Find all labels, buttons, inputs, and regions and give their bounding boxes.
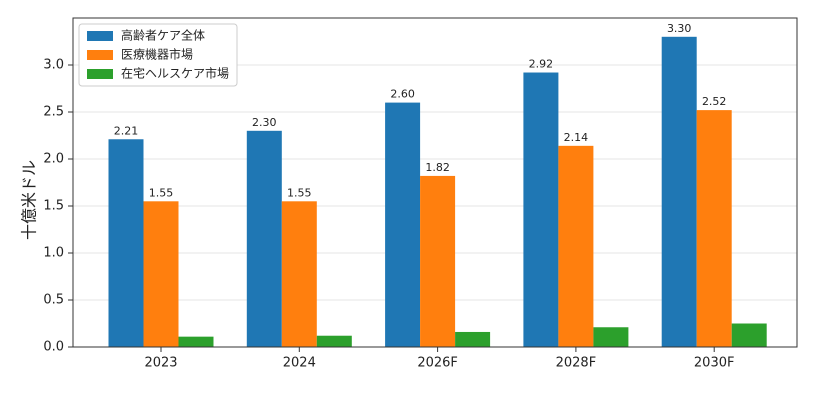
value-label: 2.14 xyxy=(564,131,589,144)
y-tick-label: 3.0 xyxy=(43,58,64,73)
legend-label: 医療機器市場 xyxy=(121,47,193,62)
bar xyxy=(731,323,767,347)
legend-box xyxy=(78,23,238,87)
bar xyxy=(523,72,559,348)
bar xyxy=(558,145,594,347)
x-tick-label: 2026F xyxy=(417,356,458,371)
bar xyxy=(455,331,491,347)
value-label: 2.52 xyxy=(702,95,727,108)
bar xyxy=(593,327,629,347)
x-tick-label: 2028F xyxy=(556,356,597,371)
bar xyxy=(420,175,456,347)
y-axis-label: 十億米ドル xyxy=(20,160,39,240)
legend-swatch xyxy=(87,69,113,79)
value-label: 2.21 xyxy=(114,124,139,137)
value-label: 1.55 xyxy=(287,186,312,199)
legend-label: 高齢者ケア全体 xyxy=(121,28,205,43)
bar xyxy=(108,139,144,347)
bar xyxy=(316,335,352,347)
y-tick-label: 2.5 xyxy=(43,105,64,120)
plot-frame xyxy=(72,17,798,348)
value-label: 3.30 xyxy=(667,22,692,35)
bar xyxy=(178,336,214,347)
bar xyxy=(661,36,697,348)
x-tick-label: 2024 xyxy=(283,356,316,371)
legend-swatch xyxy=(87,31,113,41)
bar xyxy=(143,201,179,347)
value-label: 2.30 xyxy=(252,116,277,129)
y-tick-label: 2.0 xyxy=(43,152,64,167)
x-tick-label: 2023 xyxy=(144,356,177,371)
x-tick-label: 2030F xyxy=(694,356,735,371)
bar xyxy=(246,130,282,347)
bar xyxy=(281,201,317,347)
y-tick-label: 1.5 xyxy=(43,199,64,214)
value-label: 1.82 xyxy=(425,161,450,174)
legend-label: 在宅ヘルスケア市場 xyxy=(121,66,229,81)
value-label: 2.60 xyxy=(390,88,415,101)
y-tick-label: 0.5 xyxy=(43,293,64,308)
bar xyxy=(385,102,421,347)
bar xyxy=(696,110,732,348)
value-label: 1.55 xyxy=(149,186,174,199)
y-tick-label: 0.0 xyxy=(43,340,64,355)
y-tick-label: 1.0 xyxy=(43,246,64,261)
value-label: 2.92 xyxy=(529,58,554,71)
legend-swatch xyxy=(87,50,113,60)
